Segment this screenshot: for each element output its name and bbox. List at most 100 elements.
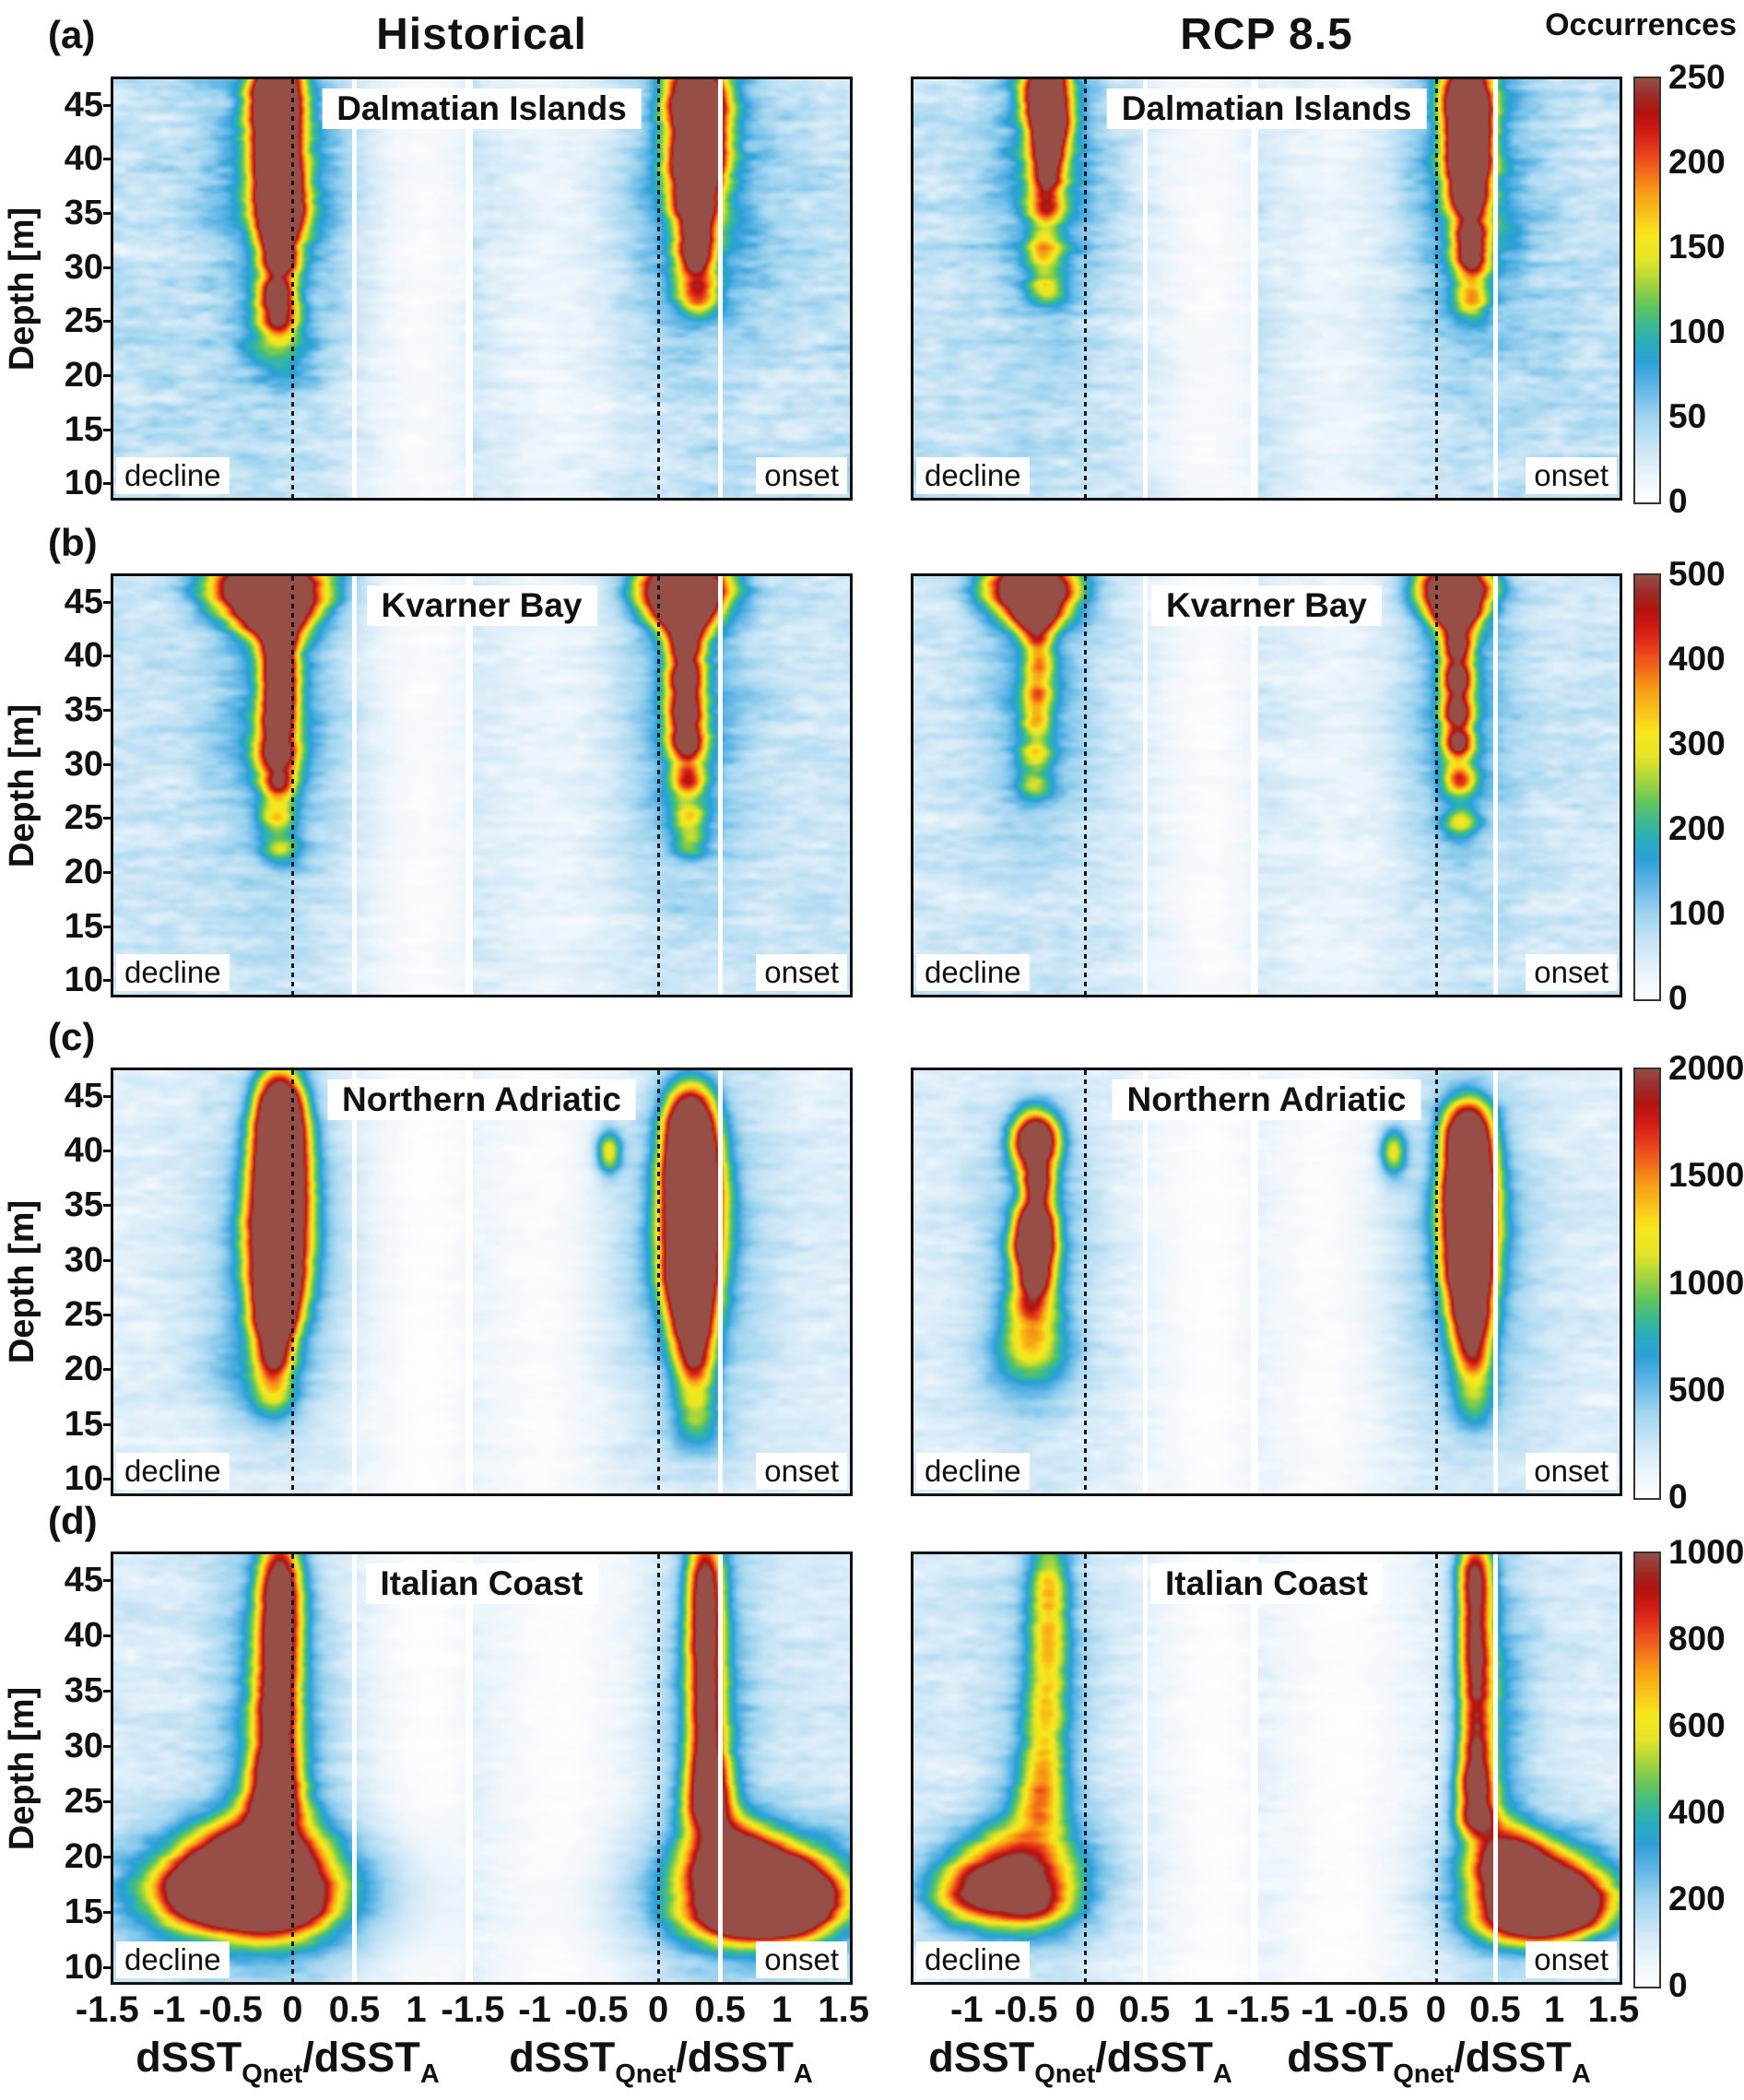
x-axis-label-decline-historical: dSSTQnet/dSSTA: [136, 2034, 440, 2090]
phase-label-decline: decline: [916, 457, 1030, 494]
panel-letter: (b): [48, 521, 98, 564]
heatmap-pane-decline: decline: [113, 79, 465, 498]
y-tick-mark: [103, 655, 111, 658]
heatmap-canvas-onset: [1258, 79, 1620, 498]
y-tick-mark: [103, 1204, 111, 1208]
y-tick-label: 25: [64, 1781, 103, 1821]
phase-label-onset: onset: [756, 1941, 847, 1978]
heatmap-pane-onset: onset: [473, 79, 850, 498]
y-tick-label: 35: [64, 1671, 103, 1711]
reference-line-zero-dotted: [657, 576, 661, 995]
heatmap-canvas-decline: [913, 1554, 1251, 1982]
heatmap-pane-decline: decline: [913, 576, 1251, 995]
reference-line-white: [1142, 79, 1148, 498]
heatmap-pane-onset: onset: [1258, 79, 1620, 498]
x-tick-label: -1: [1301, 1989, 1335, 2030]
heatmap-pane-decline: decline: [913, 79, 1251, 498]
reference-line-white: [352, 1070, 358, 1493]
x-axis-label-onset-rcp85: dSSTQnet/dSSTA: [1287, 2034, 1591, 2090]
y-tick-label: 10: [64, 961, 103, 1000]
colorbar-tick-label: 200: [1668, 809, 1726, 847]
phase-label-onset: onset: [1526, 1453, 1617, 1490]
y-tick-mark: [103, 1094, 111, 1098]
y-tick-label: 25: [64, 1295, 103, 1335]
x-tick-label: 0.5: [1118, 1989, 1171, 2030]
y-tick-label: 30: [64, 247, 103, 287]
y-tick-mark: [103, 870, 111, 874]
x-axis-label-sub: A: [419, 2059, 440, 2089]
reference-line-white: [718, 79, 724, 498]
colorbar-tick-label: 1000: [1668, 1263, 1744, 1302]
reference-line-zero-dotted: [1084, 79, 1088, 498]
y-tick-label: 35: [64, 193, 103, 232]
heatmap-canvas-decline: [913, 79, 1251, 498]
y-tick-label: 30: [64, 744, 103, 784]
phase-label-decline: decline: [916, 1453, 1030, 1490]
x-axis-label-sub: A: [1571, 2059, 1591, 2089]
x-tick-label: 0: [1425, 1989, 1446, 2030]
y-tick-mark: [103, 1314, 111, 1317]
subpanel-seam: [465, 79, 473, 498]
phase-label-decline: decline: [916, 954, 1030, 991]
subpanel-seam: [1251, 79, 1258, 498]
y-tick-mark: [103, 600, 111, 604]
reference-line-zero-dotted: [291, 576, 295, 995]
x-axis-label-onset-historical: dSSTQnet/dSSTA: [509, 2034, 813, 2090]
x-tick-label: 1.5: [818, 1989, 870, 2030]
x-tick-label: -0.5: [994, 1989, 1058, 2030]
colorbar-gradient: [1635, 78, 1659, 502]
colorbar-tick-label: 1000: [1668, 1533, 1744, 1571]
x-axis-label-text: dSST: [136, 2034, 242, 2081]
reference-line-zero-dotted: [657, 1554, 661, 1982]
x-tick-label: 0.5: [694, 1989, 746, 2030]
colorbar-tick-label: 400: [1668, 1793, 1726, 1831]
y-tick-mark: [103, 1799, 111, 1803]
heatmap-canvas-onset: [1258, 1554, 1620, 1982]
panel-letter: (c): [48, 1015, 96, 1058]
heatmap-canvas-onset: [473, 79, 850, 498]
colorbar-tick-label: 0: [1668, 482, 1688, 520]
reference-line-zero-dotted: [1434, 79, 1438, 498]
heatmap-canvas-decline: [113, 1554, 465, 1982]
reference-line-zero-dotted: [291, 1070, 295, 1493]
region-title: Northern Adriatic: [327, 1079, 636, 1120]
y-tick-mark: [103, 979, 111, 983]
y-tick-label: 25: [64, 301, 103, 341]
x-tick-label: 0: [647, 1989, 669, 2030]
phase-label-decline: decline: [116, 1941, 230, 1978]
heatmap-canvas-decline: [113, 576, 465, 995]
reference-line-white: [1142, 1554, 1148, 1982]
reference-line-zero-dotted: [291, 79, 295, 498]
reference-line-zero-dotted: [291, 1554, 295, 1982]
x-tick-label: 1.5: [1587, 1989, 1640, 2030]
y-axis-label-text: Depth [m]: [3, 1686, 42, 1850]
y-axis-label-text: Depth [m]: [3, 1199, 42, 1364]
subpanel-seam: [1251, 1554, 1258, 1982]
y-tick-mark: [103, 103, 111, 107]
reference-line-zero-dotted: [1084, 576, 1088, 995]
x-axis-label-sub: Qnet: [615, 2059, 677, 2089]
colorbar-tick-label: 150: [1668, 228, 1726, 265]
x-tick-label: 1: [772, 1989, 793, 2030]
y-tick-label: 40: [64, 1131, 103, 1171]
x-tick-label: 1: [1544, 1989, 1565, 2030]
y-tick-mark: [103, 762, 111, 766]
phase-label-onset: onset: [756, 954, 847, 991]
x-tick-label: -1: [152, 1989, 186, 2030]
heatmap-pane-onset: onset: [473, 1070, 850, 1493]
phase-label-decline: decline: [916, 1941, 1030, 1978]
x-axis-label-sub: Qnet: [1034, 2059, 1096, 2089]
colorbar-tick-label: 800: [1668, 1620, 1726, 1658]
x-axis-label-text: /dSST: [302, 2034, 420, 2081]
colorbar-tick-label: 300: [1668, 725, 1726, 762]
reference-line-white: [718, 576, 724, 995]
region-title: Kvarner Bay: [366, 585, 597, 626]
subpanel-seam: [465, 1554, 473, 1982]
colorbar-tick-label: 50: [1668, 397, 1707, 435]
y-tick-label: 40: [64, 139, 103, 179]
colorbar-title: Occurrences: [1545, 7, 1737, 42]
y-tick-mark: [103, 708, 111, 712]
heatmap-canvas-onset: [1258, 576, 1620, 995]
subpanel-seam: [1251, 1070, 1258, 1493]
